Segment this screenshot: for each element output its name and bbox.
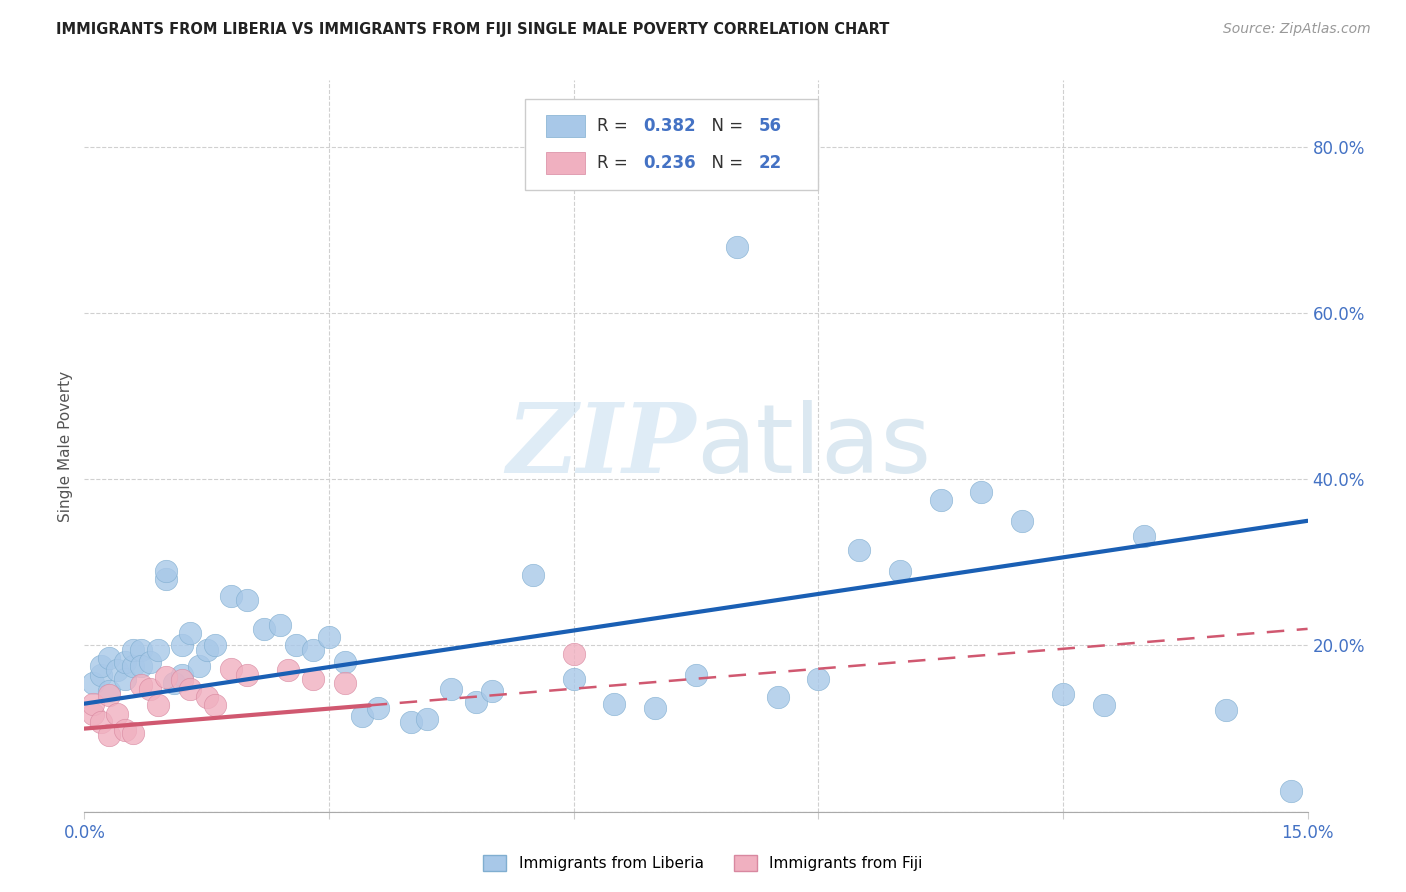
Text: 56: 56 xyxy=(758,117,782,135)
Point xyxy=(367,701,389,715)
Text: atlas: atlas xyxy=(696,400,931,492)
Point xyxy=(335,655,357,669)
Point xyxy=(131,678,153,692)
Point xyxy=(1052,687,1074,701)
Point xyxy=(163,676,186,690)
Point xyxy=(204,639,226,653)
Text: Source: ZipAtlas.com: Source: ZipAtlas.com xyxy=(1223,22,1371,37)
Point xyxy=(1279,784,1302,798)
Point xyxy=(155,572,177,586)
Point xyxy=(172,639,194,653)
Point xyxy=(644,701,666,715)
Point xyxy=(522,567,544,582)
Point xyxy=(82,676,104,690)
Point xyxy=(277,664,299,678)
Point xyxy=(318,630,340,644)
Point xyxy=(138,655,160,669)
Text: 22: 22 xyxy=(758,153,782,172)
Point xyxy=(416,712,439,726)
Point xyxy=(889,564,911,578)
Point xyxy=(187,659,209,673)
Point xyxy=(105,706,128,721)
Point xyxy=(335,676,357,690)
Point xyxy=(172,667,194,681)
Point xyxy=(219,589,242,603)
Point xyxy=(179,626,201,640)
Point xyxy=(179,681,201,696)
Point xyxy=(105,664,128,678)
Point xyxy=(1133,529,1156,543)
Point xyxy=(90,714,112,729)
Point xyxy=(236,667,259,681)
FancyBboxPatch shape xyxy=(524,99,818,190)
Point xyxy=(440,681,463,696)
Point xyxy=(464,695,486,709)
Point xyxy=(114,672,136,686)
Point xyxy=(219,662,242,676)
Legend: Immigrants from Liberia, Immigrants from Fiji: Immigrants from Liberia, Immigrants from… xyxy=(477,849,929,877)
Point xyxy=(122,725,145,739)
Point xyxy=(399,714,422,729)
Point xyxy=(285,639,308,653)
Point xyxy=(122,659,145,673)
Text: R =: R = xyxy=(598,153,633,172)
Point xyxy=(204,698,226,713)
Point xyxy=(131,642,153,657)
Point xyxy=(82,706,104,721)
Point xyxy=(269,617,291,632)
Point xyxy=(1011,514,1033,528)
Point xyxy=(603,697,626,711)
FancyBboxPatch shape xyxy=(546,115,585,136)
Point xyxy=(807,672,830,686)
Point xyxy=(766,690,789,704)
Point xyxy=(301,672,323,686)
Point xyxy=(1092,698,1115,713)
Point xyxy=(131,659,153,673)
Point xyxy=(253,622,276,636)
Point xyxy=(114,655,136,669)
Point xyxy=(725,239,748,253)
Text: IMMIGRANTS FROM LIBERIA VS IMMIGRANTS FROM FIJI SINGLE MALE POVERTY CORRELATION : IMMIGRANTS FROM LIBERIA VS IMMIGRANTS FR… xyxy=(56,22,890,37)
Point xyxy=(970,484,993,499)
Point xyxy=(481,684,503,698)
Point xyxy=(172,673,194,688)
Point xyxy=(195,642,218,657)
Point xyxy=(90,659,112,673)
Point xyxy=(350,709,373,723)
Y-axis label: Single Male Poverty: Single Male Poverty xyxy=(58,370,73,522)
Point xyxy=(562,672,585,686)
Point xyxy=(146,698,169,713)
Point xyxy=(97,728,120,742)
Point xyxy=(929,493,952,508)
Point xyxy=(122,642,145,657)
Point xyxy=(1215,703,1237,717)
Point xyxy=(138,681,160,696)
Text: N =: N = xyxy=(700,153,748,172)
Point xyxy=(155,670,177,684)
Text: R =: R = xyxy=(598,117,633,135)
Point xyxy=(97,684,120,698)
Point xyxy=(82,697,104,711)
Point xyxy=(97,651,120,665)
Point xyxy=(155,564,177,578)
Text: 0.382: 0.382 xyxy=(644,117,696,135)
Point xyxy=(146,642,169,657)
Point xyxy=(848,542,870,557)
Point xyxy=(236,592,259,607)
Text: ZIP: ZIP xyxy=(506,399,696,493)
Text: 0.236: 0.236 xyxy=(644,153,696,172)
Point xyxy=(97,689,120,703)
Point xyxy=(562,647,585,661)
Point xyxy=(90,667,112,681)
Text: N =: N = xyxy=(700,117,748,135)
Point xyxy=(195,690,218,704)
Point xyxy=(301,642,323,657)
Point xyxy=(685,667,707,681)
FancyBboxPatch shape xyxy=(546,152,585,174)
Point xyxy=(114,723,136,738)
